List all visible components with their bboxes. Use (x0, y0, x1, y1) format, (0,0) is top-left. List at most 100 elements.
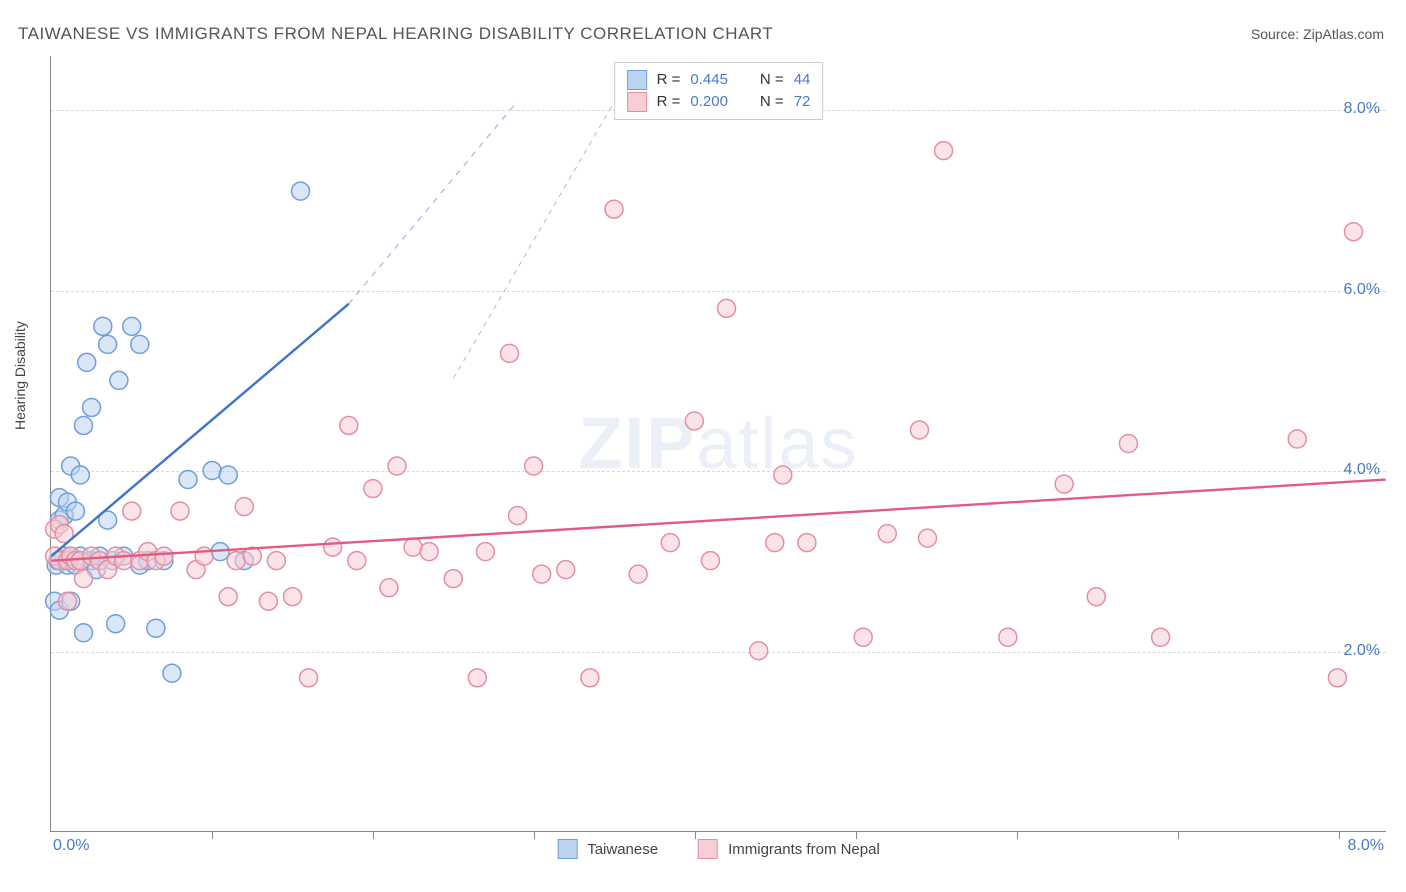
data-point (267, 552, 285, 570)
data-point (219, 466, 237, 484)
data-point (259, 592, 277, 610)
data-point (58, 592, 76, 610)
data-point (1087, 588, 1105, 606)
data-point (501, 344, 519, 362)
data-point (878, 525, 896, 543)
legend-r-label: R = (657, 69, 681, 91)
data-point (131, 335, 149, 353)
data-point (388, 457, 406, 475)
legend-n-label: N = (760, 91, 784, 113)
data-point (1119, 435, 1137, 453)
y-axis-title: Hearing Disability (12, 321, 28, 430)
data-point (147, 619, 165, 637)
data-point (324, 538, 342, 556)
legend-n-value: 72 (794, 91, 811, 113)
data-point (525, 457, 543, 475)
data-point (1328, 669, 1346, 687)
x-axis-min-label: 0.0% (53, 837, 89, 855)
data-point (83, 398, 101, 416)
data-point (476, 543, 494, 561)
legend-series-item: Taiwanese (557, 839, 658, 859)
data-point (718, 299, 736, 317)
source-prefix: Source: (1251, 26, 1303, 42)
data-point (1152, 628, 1170, 646)
data-point (78, 353, 96, 371)
data-point (123, 502, 141, 520)
x-tick (1017, 831, 1018, 839)
data-point (935, 142, 953, 160)
data-point (227, 552, 245, 570)
data-point (155, 547, 173, 565)
data-point (171, 502, 189, 520)
data-point (533, 565, 551, 583)
chart-title: TAIWANESE VS IMMIGRANTS FROM NEPAL HEARI… (18, 24, 773, 44)
data-point (203, 462, 221, 480)
legend-n-value: 44 (794, 69, 811, 91)
data-point (629, 565, 647, 583)
x-tick (856, 831, 857, 839)
data-point (380, 579, 398, 597)
x-tick (373, 831, 374, 839)
data-point (115, 552, 133, 570)
data-point (292, 182, 310, 200)
trend-line-extrapolated (349, 101, 518, 304)
data-point (99, 335, 117, 353)
legend-swatch (557, 839, 577, 859)
legend-swatch (698, 839, 718, 859)
data-point (75, 416, 93, 434)
data-point (71, 466, 89, 484)
legend-series-name: Taiwanese (587, 841, 658, 858)
legend-stats-box: R = 0.445 N = 44 R = 0.200 N = 72 (614, 62, 824, 120)
legend-series-name: Immigrants from Nepal (728, 841, 880, 858)
chart-svg (51, 56, 1386, 831)
data-point (75, 570, 93, 588)
data-point (766, 534, 784, 552)
data-point (235, 498, 253, 516)
data-point (557, 561, 575, 579)
data-point (701, 552, 719, 570)
data-point (348, 552, 366, 570)
data-point (509, 507, 527, 525)
data-point (910, 421, 928, 439)
data-point (605, 200, 623, 218)
trend-line (51, 480, 1385, 561)
legend-n-label: N = (760, 69, 784, 91)
legend-series-item: Immigrants from Nepal (698, 839, 880, 859)
trend-line (51, 304, 348, 556)
plot-area: ZIPatlas R = 0.445N = 44R = 0.200N = 72 … (50, 56, 1386, 832)
data-point (685, 412, 703, 430)
x-tick (695, 831, 696, 839)
data-point (110, 371, 128, 389)
legend-stat-row: R = 0.445 N = 44 (627, 69, 811, 91)
source-link[interactable]: ZipAtlas.com (1303, 26, 1384, 42)
data-point (854, 628, 872, 646)
data-point (340, 416, 358, 434)
data-point (284, 588, 302, 606)
data-point (300, 669, 318, 687)
legend-swatch (627, 70, 647, 90)
data-point (420, 543, 438, 561)
data-point (364, 480, 382, 498)
data-point (94, 317, 112, 335)
data-point (179, 471, 197, 489)
legend-r-label: R = (657, 91, 681, 113)
data-point (66, 502, 84, 520)
data-point (219, 588, 237, 606)
legend-r-value: 0.200 (690, 91, 728, 113)
data-point (444, 570, 462, 588)
x-tick (1178, 831, 1179, 839)
legend-series: Taiwanese Immigrants from Nepal (557, 839, 880, 859)
data-point (163, 664, 181, 682)
y-tick-label: 2.0% (1344, 642, 1380, 660)
x-tick (534, 831, 535, 839)
data-point (1055, 475, 1073, 493)
data-point (107, 615, 125, 633)
y-tick-label: 4.0% (1344, 461, 1380, 479)
legend-r-value: 0.445 (690, 69, 728, 91)
y-tick-label: 6.0% (1344, 281, 1380, 299)
data-point (75, 624, 93, 642)
y-tick-label: 8.0% (1344, 100, 1380, 118)
data-point (999, 628, 1017, 646)
source-attribution: Source: ZipAtlas.com (1251, 26, 1384, 42)
data-point (123, 317, 141, 335)
